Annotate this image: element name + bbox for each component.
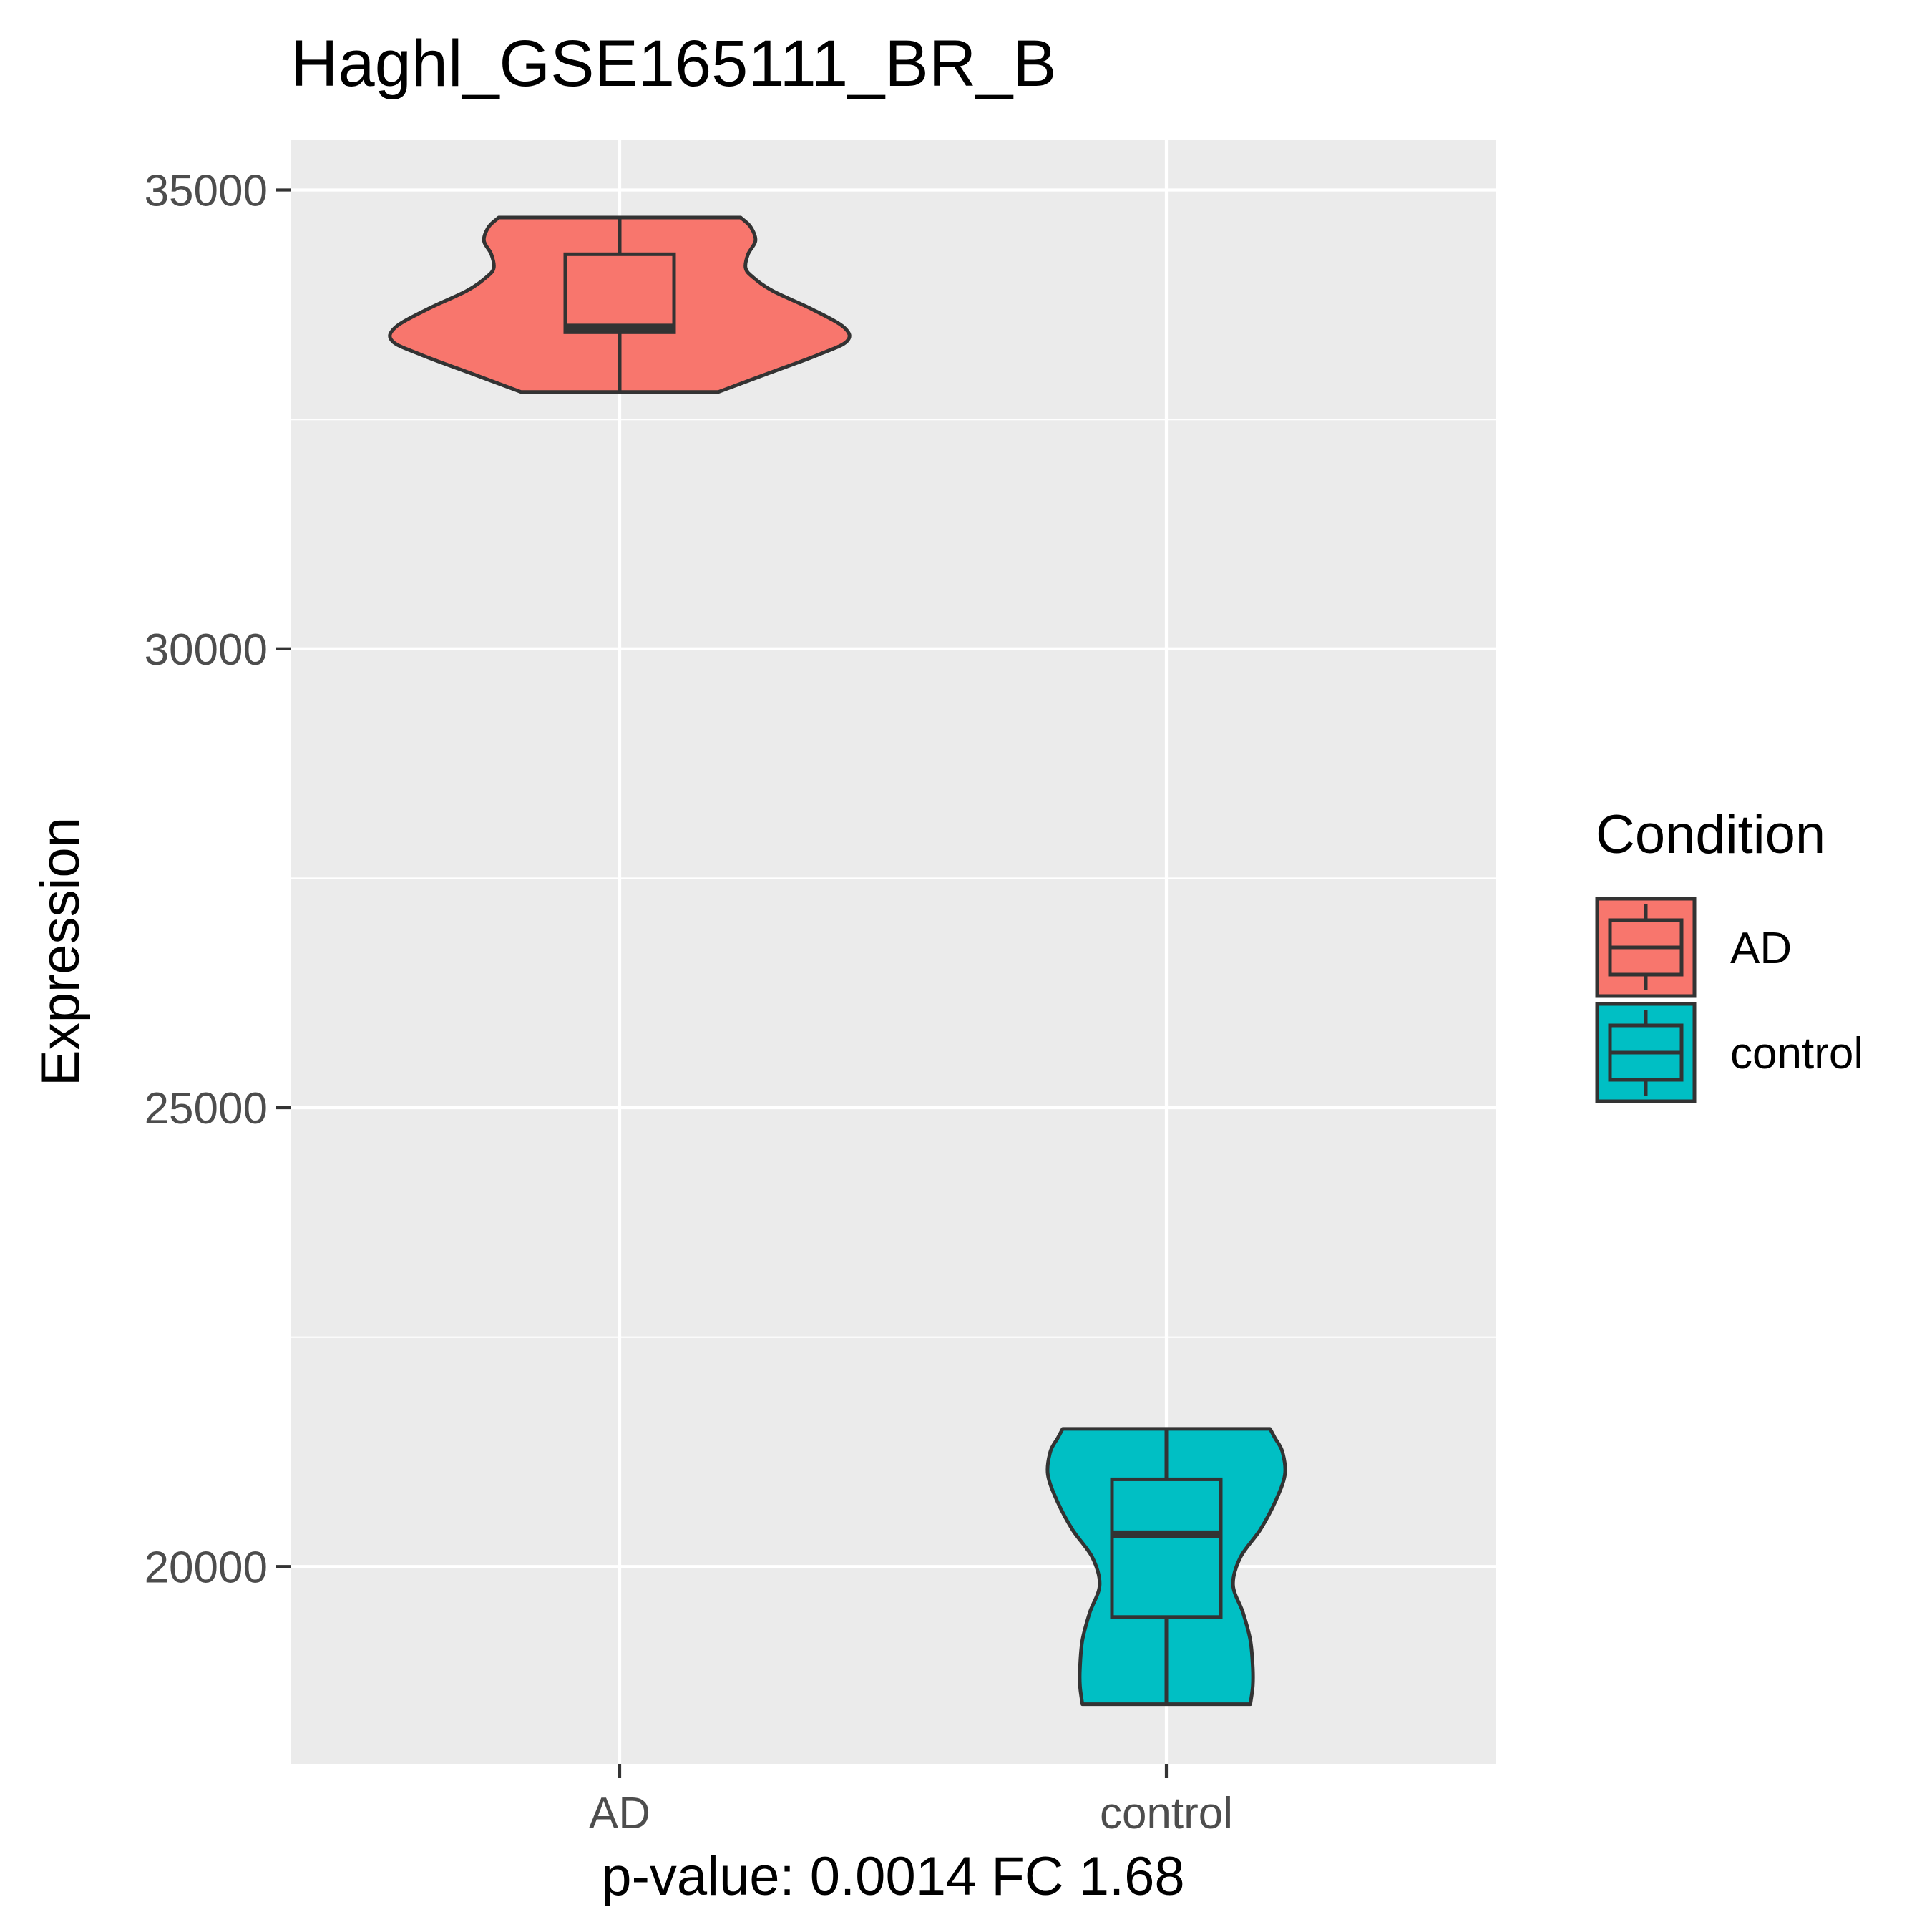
legend-item-control: control [1595, 1002, 1863, 1103]
legend-item-AD: AD [1595, 897, 1792, 998]
y-tick-label: 30000 [145, 625, 268, 675]
boxplots [563, 218, 1223, 1704]
violin-control [1045, 1427, 1287, 1707]
violin-AD [388, 215, 852, 394]
legend-items: AD control [1595, 897, 1863, 1103]
violins [388, 215, 1287, 1707]
x-tick-label: control [1100, 1789, 1233, 1838]
box-control [1110, 1477, 1223, 1619]
chart-title: Haghl_GSE165111_BR_B [291, 27, 1057, 100]
y-tick-label: 20000 [145, 1543, 268, 1592]
x-axis-title: p-value: 0.0014 FC 1.68 [601, 1846, 1184, 1907]
legend: Condition AD control [1595, 804, 1863, 1103]
x-tick-label: AD [589, 1789, 650, 1838]
y-tick-label: 25000 [145, 1084, 268, 1133]
y-tick-label: 35000 [145, 167, 268, 216]
legend-label-control: control [1730, 1029, 1863, 1078]
axes: 20000 25000 30000 35000 AD control [145, 167, 1233, 1838]
box-AD [563, 252, 676, 334]
legend-title: Condition [1596, 804, 1825, 865]
legend-label-AD: AD [1730, 924, 1792, 973]
plot-panel [291, 140, 1496, 1764]
y-axis-title: Expression [30, 817, 91, 1086]
